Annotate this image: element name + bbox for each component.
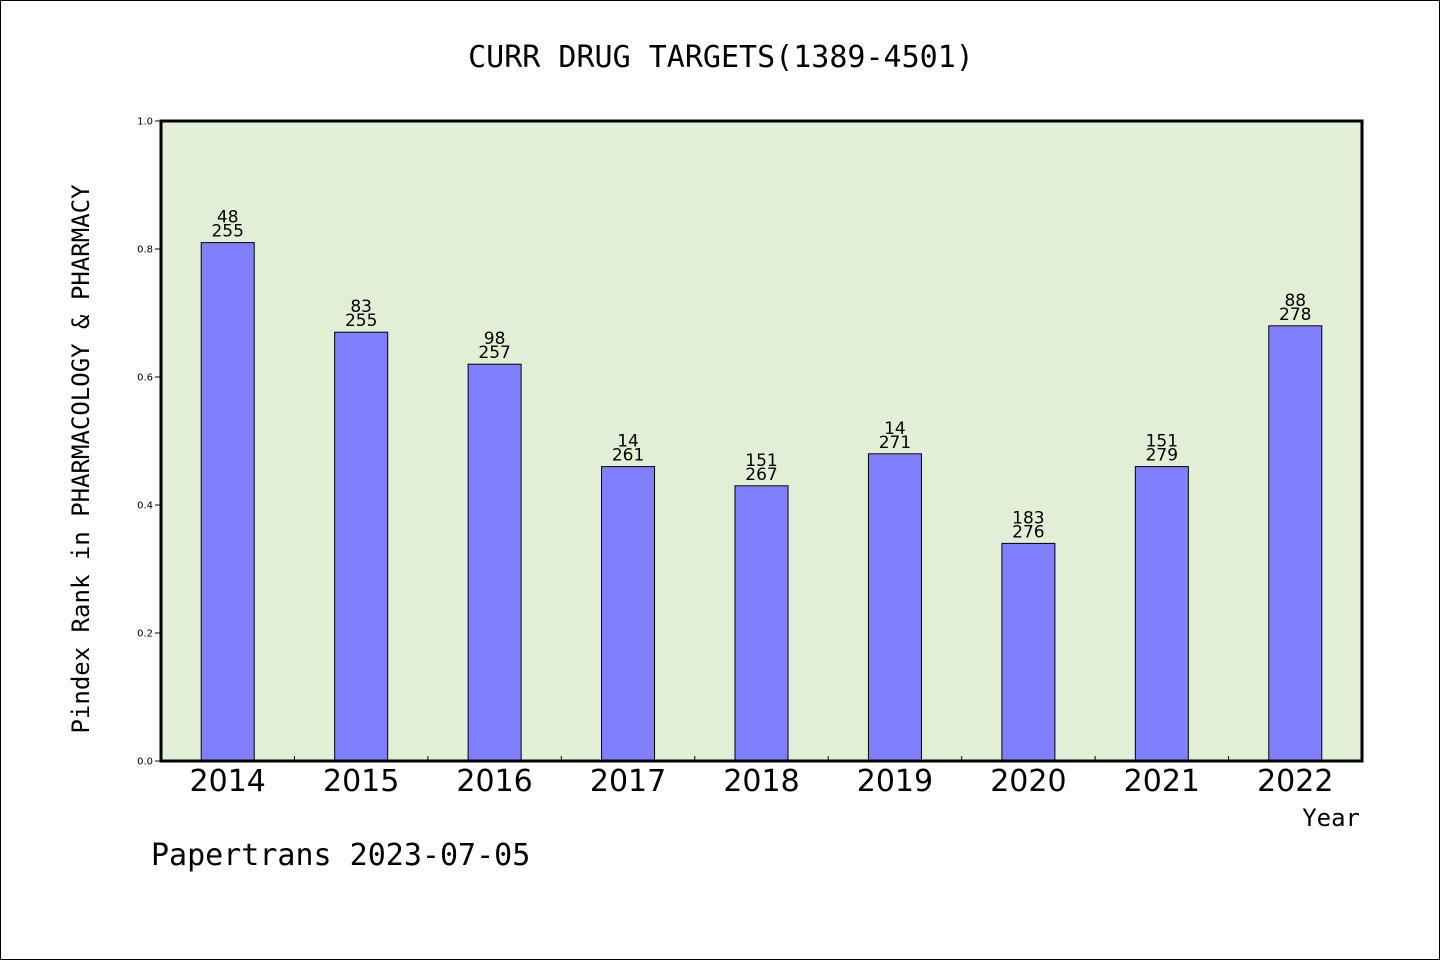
bar-annotation-rank-2015: 83 <box>350 297 372 317</box>
y-axis-label: Pindex Rank in PHARMACOLOGY & PHARMACY <box>67 184 95 734</box>
bar-2017 <box>601 466 656 762</box>
plot-border <box>159 119 1364 763</box>
bar-annotation-rank-2021: 151 <box>1146 432 1178 452</box>
x-tick-label-2021: 2021 <box>1124 764 1200 799</box>
bar-annotation-rank-2016: 98 <box>484 329 506 349</box>
y-tick-label: 0.6 <box>137 373 153 384</box>
x-tick-label-2020: 2020 <box>990 764 1066 799</box>
chart-title: CURR DRUG TARGETS(1389-4501) <box>468 40 974 75</box>
bar-annotation-total-2021: 279 <box>1146 446 1178 466</box>
bar-annotation-total-2014: 255 <box>211 222 243 242</box>
bar-2021 <box>1134 466 1189 762</box>
bar-2020 <box>1001 542 1056 762</box>
bar-annotation-rank-2019: 14 <box>884 419 906 439</box>
bar-annotation-total-2020: 276 <box>1012 522 1044 542</box>
x-tick-label-2014: 2014 <box>190 764 266 799</box>
x-tick-label-2018: 2018 <box>723 764 799 799</box>
x-tick-label-2016: 2016 <box>456 764 532 799</box>
bar-2015 <box>334 331 389 762</box>
bar-annotation-total-2016: 257 <box>478 343 510 363</box>
bar-annotation-rank-2014: 48 <box>217 208 239 228</box>
y-tick-label: 0.0 <box>137 757 153 768</box>
bar-2014 <box>200 242 255 762</box>
y-axis: 0.0 0.2 0.4 0.6 0.8 1.0 <box>137 117 161 768</box>
x-tick-label-2015: 2015 <box>323 764 399 799</box>
bar-annotation-rank-2018: 151 <box>745 451 777 471</box>
y-tick-label: 0.2 <box>137 629 153 640</box>
bar-2022 <box>1268 325 1323 762</box>
bar-annotation-rank-2017: 14 <box>617 432 639 452</box>
bar-annotation-total-2018: 267 <box>745 465 777 485</box>
x-tick-label-2019: 2019 <box>857 764 933 799</box>
y-tick-label: 1.0 <box>137 117 153 128</box>
bar-annotation-total-2019: 271 <box>879 433 911 453</box>
bar-annotation-total-2015: 255 <box>345 311 377 331</box>
bar-2018 <box>734 485 789 762</box>
bar-annotation-total-2022: 278 <box>1279 305 1311 325</box>
bar-annotation-rank-2022: 88 <box>1284 291 1306 311</box>
bar-annotation-total-2017: 261 <box>612 446 644 466</box>
bar-annotation-rank-2020: 183 <box>1012 508 1044 528</box>
x-axis: 2014 2015 2016 2017 2018 2019 2020 2021 2022 <box>190 756 1333 799</box>
footer-credit: Papertrans 2023-07-05 <box>151 838 530 873</box>
bar-2019 <box>867 453 922 762</box>
x-axis-label: Year <box>1302 804 1360 832</box>
x-tick-label-2022: 2022 <box>1257 764 1333 799</box>
x-tick-label-2017: 2017 <box>590 764 666 799</box>
y-tick-label: 0.8 <box>137 245 153 256</box>
bar-2016 <box>467 363 522 762</box>
y-tick-label: 0.4 <box>137 501 153 512</box>
bars-layer <box>200 242 1323 762</box>
